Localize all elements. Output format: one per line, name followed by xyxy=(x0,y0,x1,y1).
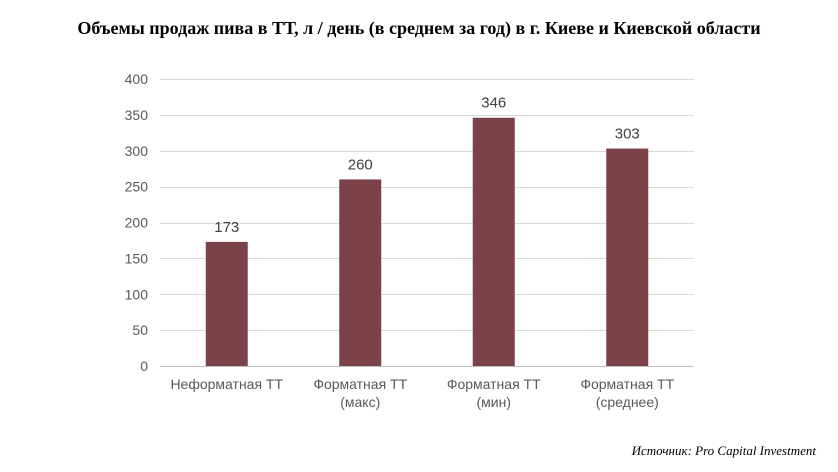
bar-3 xyxy=(606,148,649,366)
x-category-label-2: (мин) xyxy=(476,394,511,410)
x-category-label-0: Неформатная ТТ xyxy=(170,376,283,392)
data-label-1: 260 xyxy=(348,156,373,173)
y-tick-label: 400 xyxy=(125,71,149,87)
y-tick-label: 0 xyxy=(140,358,148,374)
y-tick-label: 200 xyxy=(125,215,149,231)
data-label-3: 303 xyxy=(615,126,640,143)
x-axis-category-labels: Неформатная ТТ Форматная ТТ (макс) Форматна… xyxy=(170,376,674,410)
y-tick-label: 300 xyxy=(125,143,149,159)
x-category-label-1: (макс) xyxy=(340,394,380,410)
bar-chart: 0 50 100 150 200 250 300 350 400 Неформатная ТТ Ф… xyxy=(125,71,694,410)
data-label-2: 346 xyxy=(481,95,506,112)
source-note: Источник: Pro Capital Investment xyxy=(631,443,816,458)
y-tick-label: 100 xyxy=(125,286,149,302)
bar-1 xyxy=(339,179,382,366)
data-labels: 173 260 346 303 xyxy=(214,95,640,236)
x-category-label-1: Форматная ТТ xyxy=(313,376,407,392)
bars xyxy=(205,117,649,367)
x-category-label-2: Форматная ТТ xyxy=(447,376,541,392)
data-label-0: 173 xyxy=(214,219,239,236)
y-tick-label: 50 xyxy=(132,322,148,338)
bar-0 xyxy=(205,241,248,366)
y-axis-tick-labels: 0 50 100 150 200 250 300 350 400 xyxy=(125,71,149,374)
gridlines xyxy=(160,79,694,367)
y-tick-label: 250 xyxy=(125,179,149,195)
chart-title: Объемы продаж пива в ТТ, л / день (в сре… xyxy=(77,18,761,38)
y-tick-label: 150 xyxy=(125,250,149,266)
bar-2 xyxy=(472,117,515,367)
x-category-label-3: (среднее) xyxy=(596,394,659,410)
x-category-label-3: Форматная ТТ xyxy=(580,376,674,392)
y-tick-label: 350 xyxy=(125,107,149,123)
